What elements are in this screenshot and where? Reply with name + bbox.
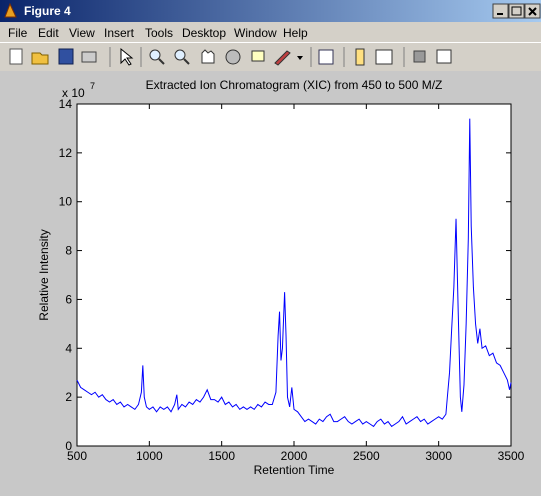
x-tick-label: 3500 xyxy=(498,449,525,463)
toolbar-icons xyxy=(9,47,452,67)
y-exponent-base: x 10 xyxy=(62,86,85,100)
brush-button[interactable] xyxy=(274,50,291,66)
print-button[interactable] xyxy=(81,51,97,63)
y-tick-label: 0 xyxy=(65,439,72,453)
colorbar-button[interactable] xyxy=(355,48,365,66)
pan-button[interactable] xyxy=(201,49,215,64)
x-tick-label: 1000 xyxy=(136,449,163,463)
menu-item[interactable]: Insert xyxy=(104,26,135,40)
menu-item[interactable]: Help xyxy=(283,26,308,40)
maximize-button[interactable] xyxy=(508,3,525,19)
menu-item[interactable]: File xyxy=(8,26,28,40)
title-bar: Figure 4 xyxy=(0,0,541,22)
menu-item[interactable]: Desktop xyxy=(182,26,227,40)
plot-area xyxy=(76,103,512,447)
x-tick-label: 2000 xyxy=(281,449,308,463)
hide-tools-button[interactable] xyxy=(413,50,426,63)
x-tick-label: 500 xyxy=(67,449,87,463)
y-tick-label: 4 xyxy=(65,341,72,355)
zoom-in-button[interactable] xyxy=(149,49,165,65)
app-icon xyxy=(4,2,17,18)
y-tick-label: 12 xyxy=(59,146,73,160)
y-tick-label: 10 xyxy=(59,195,73,209)
link-button[interactable] xyxy=(318,49,334,65)
save-button[interactable] xyxy=(58,48,74,65)
menu-bar: File Edit View Insert Tools Desktop Wind… xyxy=(0,22,541,42)
y-exponent-power: 7 xyxy=(90,81,95,91)
y-tick-label: 6 xyxy=(65,292,72,306)
x-axis-label: Retention Time xyxy=(254,463,335,477)
new-button[interactable] xyxy=(9,48,23,65)
y-tick-label: 2 xyxy=(65,390,72,404)
show-tools-button[interactable] xyxy=(436,49,452,64)
close-button[interactable] xyxy=(524,3,541,19)
figure-area: Extracted Ion Chromatogram (XIC) from 45… xyxy=(0,71,541,496)
menu-item[interactable]: Window xyxy=(234,26,277,40)
toolbar xyxy=(0,42,541,72)
menu-item[interactable]: Tools xyxy=(145,26,174,40)
menu-item[interactable]: View xyxy=(69,26,95,40)
minimize-button[interactable] xyxy=(492,3,509,19)
x-tick-label: 3000 xyxy=(425,449,452,463)
y-tick-label: 8 xyxy=(65,244,72,258)
chart-title: Extracted Ion Chromatogram (XIC) from 45… xyxy=(146,78,443,92)
zoom-out-button[interactable] xyxy=(174,49,190,65)
brush-menu[interactable] xyxy=(297,56,303,60)
y-axis-label: Relative Intensity xyxy=(37,229,51,320)
title-bar-graphics xyxy=(4,2,541,19)
data-cursor-button[interactable] xyxy=(251,50,265,62)
x-tick-label: 2500 xyxy=(353,449,380,463)
menu-item[interactable]: Edit xyxy=(38,26,59,40)
x-tick-label: 1500 xyxy=(208,449,235,463)
chart: Extracted Ion Chromatogram (XIC) from 45… xyxy=(37,78,525,477)
window-title: Figure 4 xyxy=(24,4,71,18)
rotate-button[interactable] xyxy=(225,49,241,65)
open-button[interactable] xyxy=(31,52,49,65)
legend-button[interactable] xyxy=(375,49,393,65)
data-line xyxy=(76,118,512,428)
y-tick-label: 14 xyxy=(59,97,73,111)
select-button[interactable] xyxy=(120,47,134,66)
